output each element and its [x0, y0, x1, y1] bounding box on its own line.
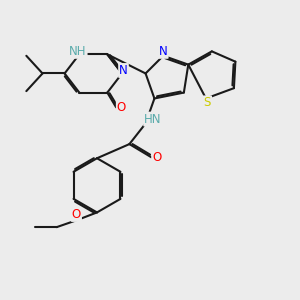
Text: O: O — [152, 151, 161, 164]
Text: N: N — [159, 45, 168, 58]
Text: O: O — [72, 208, 81, 221]
Text: O: O — [117, 101, 126, 114]
Text: HN: HN — [144, 112, 162, 126]
Text: N: N — [119, 64, 128, 77]
Text: S: S — [204, 96, 211, 110]
Text: NH: NH — [69, 45, 87, 58]
